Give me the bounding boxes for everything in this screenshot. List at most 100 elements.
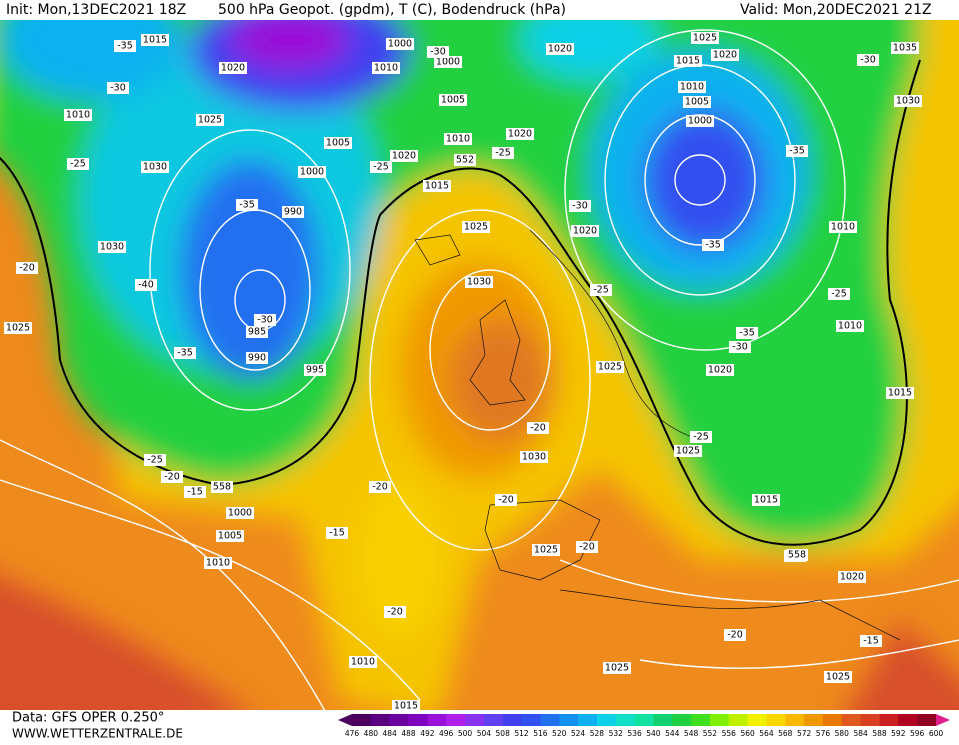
temperature-label: -20 — [498, 495, 514, 506]
height-label-box — [454, 154, 476, 166]
isobar-label: 1000 — [300, 167, 324, 178]
isobar-label: 1025 — [534, 545, 558, 556]
temperature-label: -25 — [373, 162, 389, 173]
temperature-label: -20 — [579, 542, 595, 553]
colorbar-arrow — [338, 714, 352, 726]
isobar-label: 1020 — [508, 129, 532, 140]
isobar-label-box — [141, 34, 169, 46]
cold-zone — [0, 20, 180, 100]
isobar-label-box — [204, 557, 232, 569]
temperature-label: -25 — [70, 159, 86, 170]
colorbar-label: 488 — [401, 729, 416, 738]
isobar-label-box — [506, 128, 534, 140]
isobar-label: 1030 — [143, 162, 167, 173]
height-label-box — [786, 549, 808, 561]
isobar-label-box — [752, 494, 780, 506]
isobar-label: 1005 — [326, 138, 350, 149]
temperature-label: -15 — [329, 528, 345, 539]
temperature-label: -20 — [727, 630, 743, 641]
isobar-label: 1000 — [436, 57, 460, 68]
colorbar-label: 588 — [872, 729, 887, 738]
isobar-label-box — [829, 221, 857, 233]
colorbar-label: 484 — [383, 729, 398, 738]
colorbar-swatch — [408, 714, 428, 726]
temperature-label-box — [254, 314, 276, 326]
temperature-label-box — [184, 486, 206, 498]
colorbar-swatch — [465, 714, 485, 726]
temperature-label-box — [107, 82, 129, 94]
temperature-label-box — [427, 46, 449, 58]
isobar-label: 990 — [248, 353, 266, 364]
isobar-label: 1015 — [425, 181, 449, 192]
isobar-label-box — [596, 361, 624, 373]
isobar-label-box — [141, 161, 169, 173]
colorbar-label: 480 — [364, 729, 379, 738]
temperature-label: -30 — [430, 47, 446, 58]
temperature-label-box — [590, 284, 612, 296]
map-title: 500 hPa Geopot. (gpdm), T (C), Bodendruc… — [218, 2, 566, 18]
isobar-label: 1020 — [573, 226, 597, 237]
temperature-label-box — [857, 54, 879, 66]
isobar-label-box — [691, 32, 719, 44]
isobar-label: 1020 — [548, 44, 572, 55]
isobar-label: 1025 — [198, 115, 222, 126]
colorbar-label: 576 — [816, 729, 831, 738]
temperature-label-box — [144, 454, 166, 466]
isobar-label: 1020 — [221, 63, 245, 74]
temperature-label-box — [860, 635, 882, 647]
temperature-label: -35 — [739, 328, 755, 339]
contour-labels: 1015 1020 1010 1025 1030 1030 1025 985 990 990 100… — [4, 32, 922, 710]
isobar-label-box — [520, 451, 548, 463]
isobar-label-box — [324, 137, 352, 149]
temperature-label-box — [326, 527, 348, 539]
temperature-label: -35 — [177, 348, 193, 359]
isobar-label: 990 — [284, 207, 302, 218]
colorbar-swatch — [709, 714, 730, 726]
colorbar-label: 584 — [853, 729, 868, 738]
colorbar-label: 504 — [477, 729, 492, 738]
colorbar-label: 520 — [552, 729, 567, 738]
colorbar-swatch — [596, 714, 617, 726]
isobar-label-box — [886, 387, 914, 399]
colorbar-label: 528 — [590, 729, 605, 738]
isobar-label: 1010 — [831, 222, 855, 233]
isobar-label-box — [571, 225, 599, 237]
temperature-label-box — [236, 199, 258, 211]
valid-time: Valid: Mon,20DEC2021 21Z — [740, 2, 932, 18]
isobar-label-box — [462, 221, 490, 233]
temperature-label: -35 — [705, 240, 721, 251]
isobar-label-box — [706, 364, 734, 376]
colorbar-swatch — [804, 714, 824, 726]
isobar-label-box — [372, 62, 400, 74]
colorbar: 476 480 484 488 492 496 500 504 508 512 516 520 524 5… — [338, 714, 950, 738]
temperature-label: -20 — [19, 263, 35, 274]
isobar-label: 1010 — [374, 63, 398, 74]
temperature-label-box — [161, 471, 183, 483]
isobar-label: 1030 — [896, 96, 920, 107]
temperature-label: -15 — [863, 636, 879, 647]
temperature-label: -25 — [495, 148, 511, 159]
isobar-label-box — [686, 115, 714, 127]
temperature-label-box — [729, 341, 751, 353]
isobar-label-box — [304, 364, 326, 376]
colorbar-label: 596 — [910, 729, 925, 738]
isobar-label: 985 — [248, 327, 266, 338]
temperature-label: -20 — [164, 472, 180, 483]
cold-core — [645, 110, 765, 250]
temperature-label-box — [828, 288, 850, 300]
isobar-label-box — [546, 43, 574, 55]
temperature-label-box — [492, 147, 514, 159]
colorbar-swatch — [653, 714, 673, 726]
temperature-label-box — [702, 239, 724, 251]
isobar-label-box — [349, 656, 377, 668]
colorbar-arrow — [936, 714, 950, 726]
isobar-label: 1010 — [680, 82, 704, 93]
isobar-label: 1010 — [351, 657, 375, 668]
colorbar-swatch — [785, 714, 805, 726]
isobar-label-box — [465, 276, 493, 288]
isobar-label: 1035 — [893, 43, 917, 54]
temperature-label-box — [569, 200, 591, 212]
temperature-label: -30 — [860, 55, 876, 66]
temperature-label-box — [174, 347, 196, 359]
isobar-label: 1015 — [143, 35, 167, 46]
